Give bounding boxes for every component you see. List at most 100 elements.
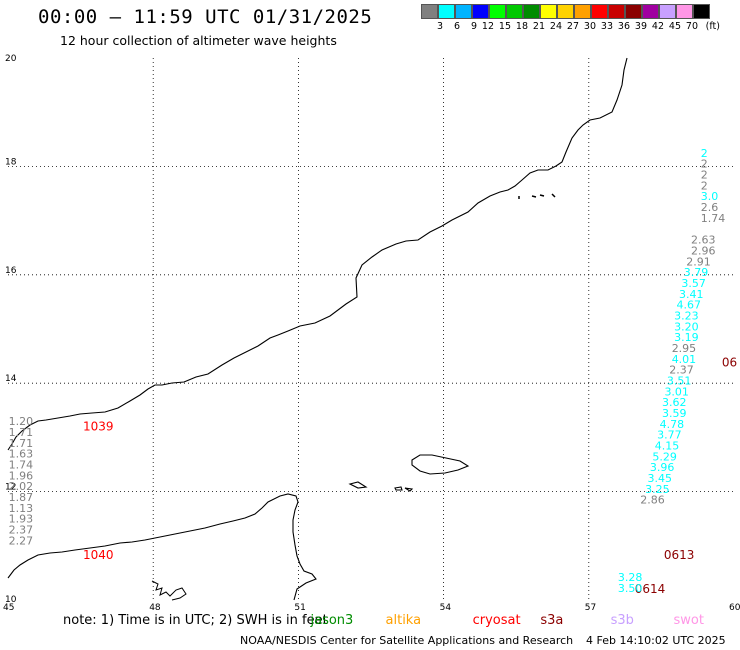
swh-value: 3.77 bbox=[657, 429, 682, 442]
legend-swatch bbox=[523, 4, 540, 19]
pass-time-label: 0613 bbox=[664, 548, 695, 562]
legend-label: 30 bbox=[583, 21, 596, 32]
generated-timestamp: 4 Feb 14:10:02 UTC 2025 bbox=[586, 634, 726, 647]
swh-value: 3.41 bbox=[679, 288, 704, 301]
mission-swot: swot bbox=[673, 613, 704, 628]
x-tick-label: 48 bbox=[149, 603, 161, 613]
legend-label: 18 bbox=[515, 21, 528, 32]
swh-value: 3.62 bbox=[662, 396, 687, 409]
small-island-3 bbox=[404, 487, 414, 492]
mission-altika: altika bbox=[385, 613, 422, 628]
swh-value: 3.25 bbox=[645, 483, 670, 496]
swh-value: 2.91 bbox=[686, 255, 711, 268]
map-subtitle: 12 hour collection of altimeter wave hei… bbox=[60, 33, 337, 48]
swh-value: 1.63 bbox=[9, 448, 34, 461]
swh-value: 1.20 bbox=[9, 415, 34, 428]
swh-value: 1.74 bbox=[701, 212, 726, 225]
swh-value: 3.50 bbox=[618, 582, 643, 595]
swh-value: 1.96 bbox=[9, 469, 34, 482]
swh-value: 2 bbox=[701, 147, 708, 160]
x-tick-label: 51 bbox=[294, 603, 305, 613]
pass-time-label: 1040 bbox=[83, 548, 114, 562]
small-island-1 bbox=[348, 481, 368, 489]
swh-value: 2.37 bbox=[9, 524, 34, 537]
swh-value: 1.74 bbox=[9, 459, 34, 472]
legend-swatch bbox=[608, 4, 625, 19]
swh-value: 1.13 bbox=[9, 502, 34, 515]
swh-value: 1.93 bbox=[9, 513, 34, 526]
legend-label: 42 bbox=[651, 21, 664, 32]
swh-value: 2 bbox=[701, 158, 708, 171]
swh-value: 3.19 bbox=[674, 331, 699, 344]
swh-value: 2.37 bbox=[669, 364, 694, 377]
legend-swatches bbox=[421, 4, 710, 19]
coastline bbox=[7, 57, 628, 601]
legend-label: 70 bbox=[685, 21, 698, 32]
legend-swatch bbox=[438, 4, 455, 19]
altimeter-tracks: 1.201.711.711.631.741.962.021.871.131.93… bbox=[9, 147, 738, 596]
legend-label: 21 bbox=[532, 21, 545, 32]
wave-height-legend: 3 6 9 12 15 18 21 24 27 30 33 36 39 42 45 70 (ft) bbox=[421, 4, 720, 33]
swh-value: 1.71 bbox=[9, 426, 34, 439]
legend-swatch bbox=[574, 4, 591, 19]
swh-value: 3.51 bbox=[667, 374, 692, 387]
swh-value: 4.01 bbox=[672, 353, 697, 366]
legend-label: 9 bbox=[470, 21, 477, 32]
coastline-somalia bbox=[7, 493, 317, 601]
y-tick-label: 14 bbox=[5, 374, 17, 384]
mission-jason3: jason3 bbox=[310, 613, 354, 628]
legend-label: 24 bbox=[549, 21, 562, 32]
legend-label: 45 bbox=[668, 21, 681, 32]
small-island-2 bbox=[394, 486, 403, 491]
legend-swatch bbox=[489, 4, 506, 19]
swh-value: 1.87 bbox=[9, 491, 34, 504]
swh-value: 3.57 bbox=[681, 277, 706, 290]
swh-value: 2 bbox=[701, 169, 708, 182]
swh-value: 4.67 bbox=[677, 299, 702, 312]
map-frame bbox=[8, 58, 734, 600]
legend-label: 12 bbox=[481, 21, 494, 32]
swh-value: 3.96 bbox=[650, 461, 675, 474]
legend-swatch bbox=[591, 4, 608, 19]
legend-swatch bbox=[455, 4, 472, 19]
agency-credit: NOAA/NESDIS Center for Satellite Applica… bbox=[240, 634, 574, 647]
x-tick-label: 60 bbox=[729, 603, 740, 613]
swh-value: 3.0 bbox=[701, 190, 719, 203]
legend-swatch bbox=[693, 4, 710, 19]
y-tick-label: 20 bbox=[5, 54, 17, 64]
swh-value: 2.86 bbox=[640, 494, 665, 507]
swh-value: 3.23 bbox=[674, 309, 699, 322]
legend-label: 36 bbox=[617, 21, 630, 32]
map-title: 00:00 – 11:59 UTC 01/31/2025 bbox=[38, 6, 373, 28]
swh-value: 1.71 bbox=[9, 437, 34, 450]
swh-value: 2 bbox=[701, 179, 708, 192]
axis-labels: 45 48 51 54 57 60 10 12 14 16 18 20 bbox=[3, 54, 740, 613]
kuria-muria-islands bbox=[518, 193, 556, 199]
swh-value: 2.63 bbox=[691, 234, 716, 247]
socotra-island bbox=[411, 454, 470, 475]
y-tick-label: 18 bbox=[5, 157, 17, 167]
y-tick-label: 12 bbox=[5, 483, 16, 493]
legend-swatch bbox=[642, 4, 659, 19]
coastal-fringe bbox=[151, 580, 187, 601]
pass-time-label: 0614 bbox=[635, 582, 666, 596]
legend-swatch bbox=[472, 4, 489, 19]
legend-label: 27 bbox=[566, 21, 579, 32]
y-tick-label: 16 bbox=[5, 266, 17, 276]
swh-value: 4.78 bbox=[660, 418, 685, 431]
swh-value: 2.96 bbox=[691, 244, 716, 257]
swh-value: 5.29 bbox=[652, 450, 677, 463]
x-tick-label: 54 bbox=[440, 603, 452, 613]
x-tick-label: 57 bbox=[585, 603, 596, 613]
swh-value: 3.59 bbox=[662, 407, 687, 420]
legend-labels: 3 6 9 12 15 18 21 24 27 30 33 36 39 42 45 70 (ft) bbox=[421, 19, 720, 33]
legend-label: 33 bbox=[600, 21, 613, 32]
y-tick-label: 10 bbox=[5, 595, 17, 605]
pass-time-label: 06 bbox=[722, 356, 737, 370]
legend-swatch bbox=[659, 4, 676, 19]
mission-s3a: s3a bbox=[540, 613, 564, 628]
swh-value: 4.15 bbox=[655, 440, 680, 453]
mission-cryosat: cryosat bbox=[472, 613, 521, 628]
legend-swatch bbox=[421, 4, 438, 19]
